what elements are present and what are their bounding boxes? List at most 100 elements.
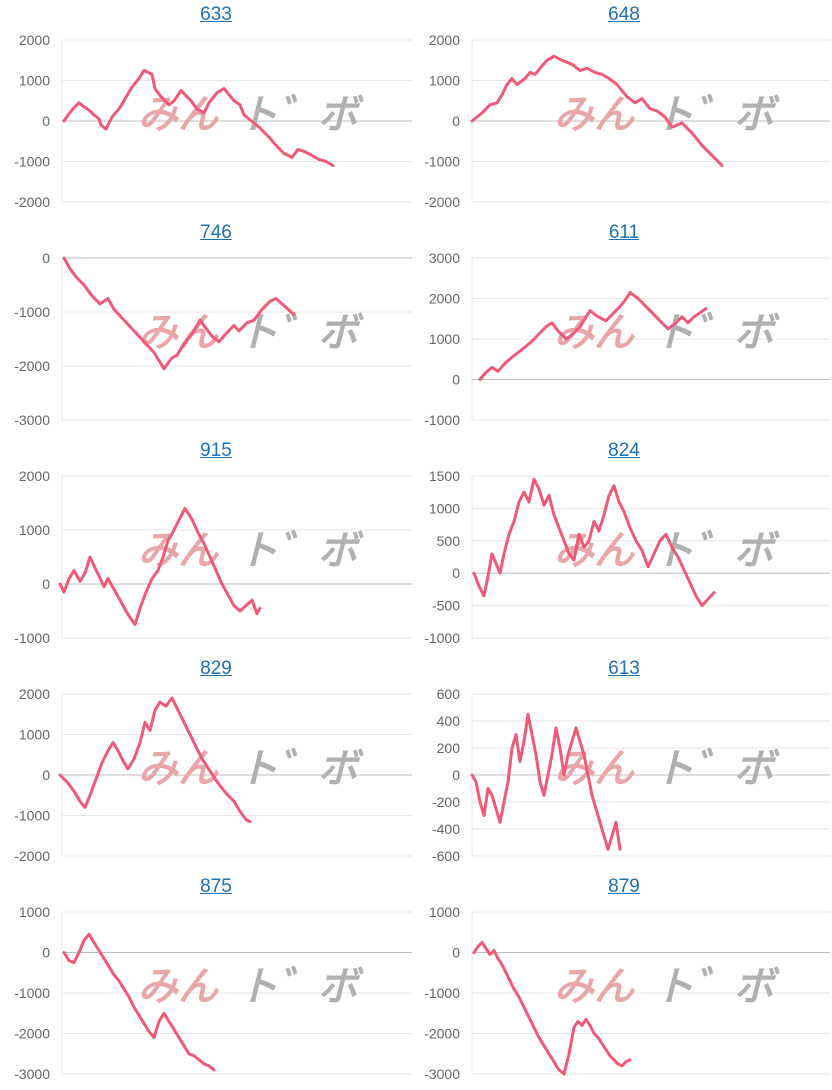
watermark-right-text: ト゛ボ <box>238 746 364 792</box>
chart-title-link[interactable]: 633 <box>200 4 232 25</box>
y-tick-label: -2000 <box>14 1026 50 1042</box>
series-line <box>62 932 216 1072</box>
y-tick-label: 0 <box>42 767 50 783</box>
watermark-logo: みん ト゛ボ <box>138 92 364 138</box>
chart-svg: 1000 0 -1000 -2000 -3000 みん ト゛ボ <box>424 904 830 1082</box>
series-line <box>472 477 716 608</box>
y-tick-label: -500 <box>432 598 460 614</box>
watermark-logo: みん ト゛ボ <box>138 528 364 574</box>
watermark-right-text: ト゛ボ <box>238 528 364 574</box>
y-tick-label: 1000 <box>429 331 460 347</box>
y-tick-label: -3000 <box>14 412 50 428</box>
y-tick-label: 1500 <box>429 468 460 484</box>
chart-title-link[interactable]: 613 <box>608 658 640 679</box>
watermark-logo: みん ト゛ボ <box>554 964 780 1010</box>
y-tick-label: 1000 <box>429 904 460 920</box>
y-tick-label: -2000 <box>14 848 50 864</box>
chart-panel-8: 875 1000 0 -1000 -2000 -3000 みん ト゛ボ <box>0 872 416 1090</box>
chart-svg: 2000 1000 0 -1000 みん ト゛ボ <box>14 468 412 646</box>
y-tick-label: -2000 <box>424 1026 460 1042</box>
y-tick-label: 0 <box>452 945 460 961</box>
y-tick-label: -3000 <box>424 1066 460 1082</box>
chart-svg: 2000 1000 0 -1000 -2000 みん ト゛ボ <box>14 686 412 864</box>
y-tick-label: -1000 <box>424 985 460 1001</box>
watermark-logo: みん ト゛ボ <box>138 310 364 356</box>
y-tick-label: -1000 <box>14 304 50 320</box>
y-tick-label: 1000 <box>19 522 50 538</box>
y-tick-label: 1000 <box>429 500 460 516</box>
y-tick-label: -2000 <box>424 194 460 210</box>
chart-panel-7: 613 600 400 200 0 -200 -400 -600 みん ト゛ボ <box>416 654 832 872</box>
chart-panel-4: 915 2000 1000 0 -1000 みん ト゛ボ <box>0 436 416 654</box>
y-tick-label: 0 <box>42 945 50 961</box>
y-tick-label: 0 <box>452 113 460 129</box>
series-line <box>58 696 252 824</box>
y-tick-label: 1000 <box>19 727 50 743</box>
watermark-right-text: ト゛ボ <box>238 964 364 1010</box>
series-line <box>62 68 335 168</box>
chart-title-link[interactable]: 875 <box>200 876 232 897</box>
y-tick-label: 2000 <box>19 468 50 484</box>
y-tick-label: 1000 <box>19 904 50 920</box>
series-line <box>62 256 296 371</box>
y-tick-label: 0 <box>452 565 460 581</box>
chart-panel-3: 611 3000 2000 1000 0 -1000 みん ト゛ボ <box>416 218 832 436</box>
chart-svg: 3000 2000 1000 0 -1000 みん ト゛ボ <box>424 250 830 428</box>
y-tick-label: 0 <box>42 576 50 592</box>
watermark-left-text: みん <box>138 92 220 138</box>
y-tick-label: 600 <box>437 686 461 702</box>
chart-panel-6: 829 2000 1000 0 -1000 -2000 みん ト゛ボ <box>0 654 416 872</box>
y-tick-label: 2000 <box>19 32 50 48</box>
y-tick-label: 3000 <box>429 250 460 266</box>
y-tick-label: 0 <box>42 113 50 129</box>
y-tick-label: -1000 <box>14 985 50 1001</box>
watermark-left-text: みん <box>554 964 636 1010</box>
chart-title-link[interactable]: 824 <box>608 440 640 461</box>
watermark-right-text: ト゛ボ <box>654 746 780 792</box>
y-tick-label: -3000 <box>14 1066 50 1082</box>
y-tick-label: -400 <box>432 821 460 837</box>
chart-title-link[interactable]: 915 <box>200 440 232 461</box>
watermark-right-text: ト゛ボ <box>654 964 780 1010</box>
y-tick-label: 0 <box>42 250 50 266</box>
chart-svg: 0 -1000 -2000 -3000 みん ト゛ボ <box>14 250 412 428</box>
y-tick-label: 1000 <box>19 73 50 89</box>
chart-svg: 2000 1000 0 -1000 -2000 みん ト゛ボ <box>14 32 412 210</box>
chart-panel-1: 648 2000 1000 0 -1000 -2000 みん ト゛ボ <box>416 0 832 218</box>
y-tick-label: -1000 <box>424 154 460 170</box>
y-tick-label: -1000 <box>14 630 50 646</box>
y-tick-label: -1000 <box>424 630 460 646</box>
chart-svg: 1000 0 -1000 -2000 -3000 みん ト゛ボ <box>14 904 412 1082</box>
y-tick-label: 2000 <box>19 686 50 702</box>
y-tick-label: -1000 <box>14 154 50 170</box>
watermark-right-text: ト゛ボ <box>238 92 364 138</box>
y-tick-label: 200 <box>437 740 461 756</box>
y-tick-label: 2000 <box>429 291 460 307</box>
chart-title-link[interactable]: 829 <box>200 658 232 679</box>
y-tick-label: -200 <box>432 794 460 810</box>
watermark-left-text: みん <box>138 746 220 792</box>
y-tick-label: 400 <box>437 713 461 729</box>
y-tick-label: -1000 <box>14 808 50 824</box>
chart-title-link[interactable]: 648 <box>608 4 640 25</box>
y-tick-label: 0 <box>452 372 460 388</box>
watermark-left-text: みん <box>554 92 636 138</box>
chart-title-link[interactable]: 746 <box>200 222 232 243</box>
chart-title-link[interactable]: 611 <box>608 222 640 243</box>
series-line <box>478 290 708 381</box>
watermark-right-text: ト゛ボ <box>654 92 780 138</box>
chart-panel-2: 746 0 -1000 -2000 -3000 みん ト゛ボ <box>0 218 416 436</box>
watermark-right-text: ト゛ボ <box>654 310 780 356</box>
y-tick-label: 1000 <box>429 73 460 89</box>
y-tick-label: 2000 <box>429 32 460 48</box>
chart-svg: 1500 1000 500 0 -500 -1000 みん ト゛ボ <box>424 468 830 646</box>
watermark-left-text: みん <box>554 528 636 574</box>
y-tick-label: 0 <box>452 767 460 783</box>
chart-panel-9: 879 1000 0 -1000 -2000 -3000 みん ト゛ボ <box>416 872 832 1090</box>
series-line <box>472 940 632 1076</box>
chart-title-link[interactable]: 879 <box>608 876 640 897</box>
watermark-right-text: ト゛ボ <box>238 310 364 356</box>
series-line <box>470 54 724 168</box>
chart-panel-0: 633 2000 1000 0 -1000 -2000 みん ト゛ボ <box>0 0 416 218</box>
